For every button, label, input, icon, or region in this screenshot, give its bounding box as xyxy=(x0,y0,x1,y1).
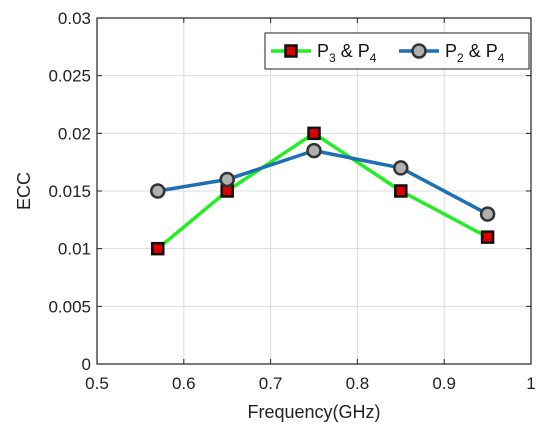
legend-label: P3 & P4 xyxy=(317,41,377,65)
legend-subscript: 2 xyxy=(457,51,464,65)
data-point xyxy=(479,206,496,222)
x-tick-label: 0.6 xyxy=(172,374,196,393)
x-tick-label: 0.8 xyxy=(346,374,370,393)
data-point xyxy=(307,126,321,141)
legend-label-part: & P xyxy=(336,41,370,61)
series-2 xyxy=(150,142,496,222)
series-line xyxy=(157,148,489,216)
y-tick-label: 0.025 xyxy=(48,67,91,86)
legend-label: P2 & P4 xyxy=(445,41,505,65)
legend-label-part: P xyxy=(445,41,457,61)
legend-subscript: 4 xyxy=(370,51,377,65)
data-point xyxy=(150,183,166,199)
data-point xyxy=(394,184,408,198)
legend-subscript: 3 xyxy=(329,51,336,65)
legend-label-part: P xyxy=(317,41,329,61)
x-axis-label: Frequency(GHz) xyxy=(247,402,380,422)
y-tick-label: 0.01 xyxy=(58,240,91,259)
data-point xyxy=(393,160,409,176)
data-point xyxy=(151,241,165,256)
legend-subscript: 4 xyxy=(498,51,505,65)
ticks: 0.5 0.6 0.7 0.8 0.9 1 0 0.005 0.01 0.015 0.02 0.025… xyxy=(48,9,535,393)
legend-swatch-marker xyxy=(284,44,298,58)
y-tick-label: 0 xyxy=(82,355,91,374)
legend-label-part: & P xyxy=(464,41,498,61)
y-tick-label: 0.03 xyxy=(58,9,91,28)
data-point xyxy=(480,230,495,244)
legend-entry-2: P2 & P4 xyxy=(399,41,505,65)
y-tick-label: 0.005 xyxy=(48,297,91,316)
series-1 xyxy=(151,126,495,256)
data-point xyxy=(306,142,322,159)
legend-entry-1: P3 & P4 xyxy=(271,41,377,65)
y-tick-label: 0.015 xyxy=(48,182,91,201)
legend-swatch-marker xyxy=(411,43,427,59)
x-tick-label: 0.7 xyxy=(259,374,283,393)
y-tick-label: 0.02 xyxy=(58,124,91,143)
x-tick-label: 0.9 xyxy=(432,374,456,393)
x-tick-label: 0.5 xyxy=(85,374,109,393)
y-axis-label: ECC xyxy=(14,172,34,210)
data-point xyxy=(219,171,235,188)
x-tick-label: 1 xyxy=(526,374,535,393)
legend: P3 & P4 P2 & P4 xyxy=(264,32,530,70)
series-layer xyxy=(150,126,496,256)
